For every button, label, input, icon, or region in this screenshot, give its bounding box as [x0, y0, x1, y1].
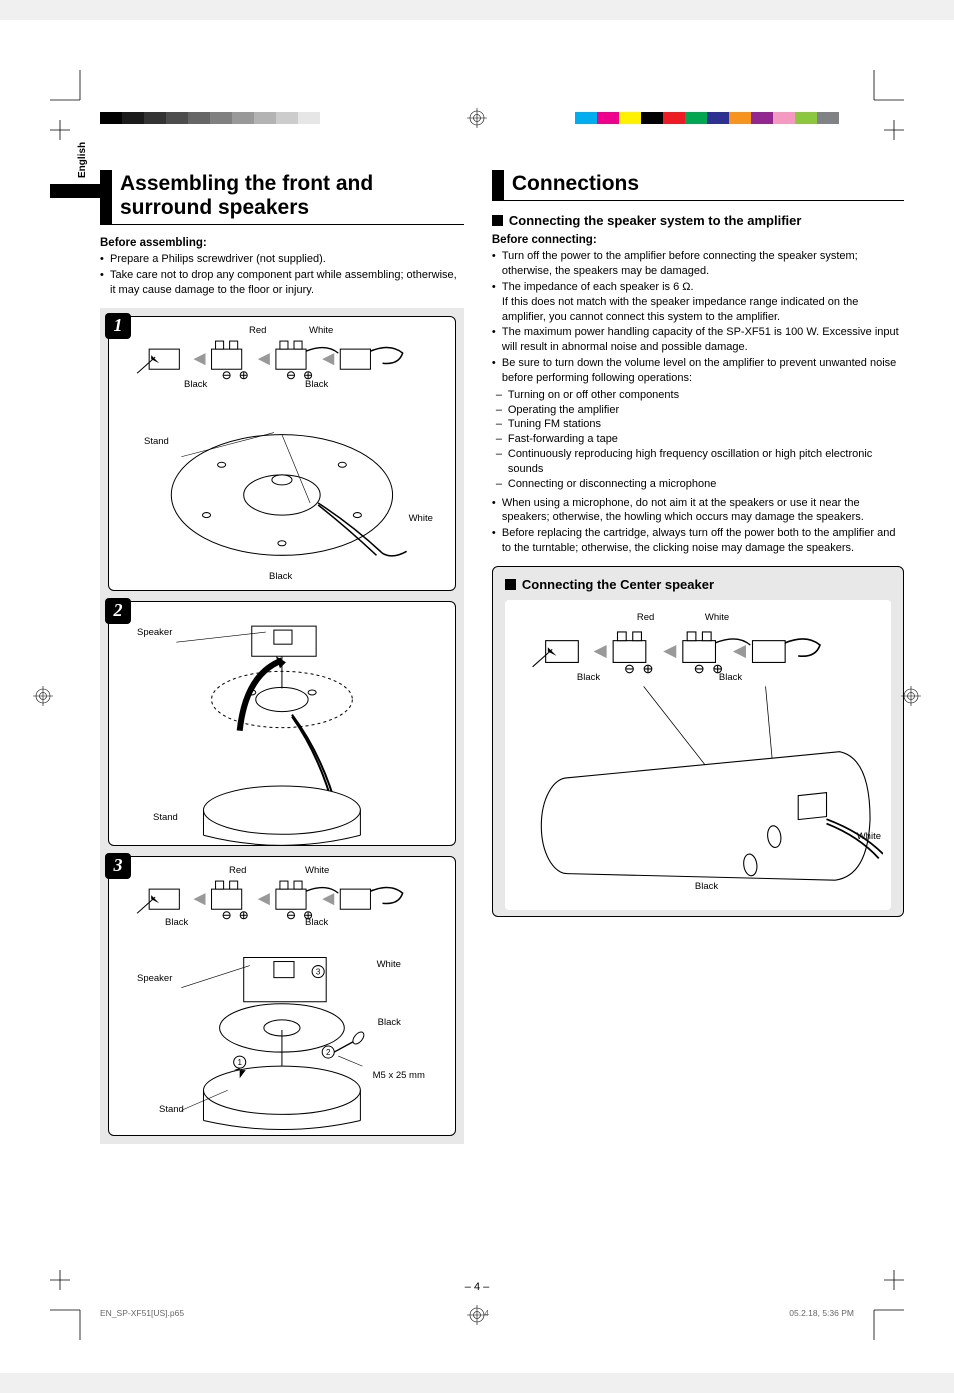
center-speaker-diagram: Red White Black Black White Black [505, 600, 891, 910]
connecting-bullets-after: When using a microphone, do not aim it a… [492, 496, 904, 556]
step-2-number: 2 [105, 598, 131, 624]
page: English Assembling the front and surroun… [0, 20, 954, 1373]
section-header-assembling: Assembling the front and surround speake… [100, 170, 464, 225]
step1-label-black1: Black [184, 379, 207, 390]
step3-label-white2: White [377, 959, 401, 970]
center-label-white: White [705, 612, 729, 623]
subheading-connecting-amp: Connecting the speaker system to the amp… [492, 213, 904, 228]
step3-label-red: Red [229, 865, 246, 876]
color-swatches [575, 112, 839, 124]
step-2-panel: 2 [108, 601, 456, 846]
svg-text:3: 3 [316, 967, 321, 976]
step-1-diagram [121, 329, 443, 591]
connecting-bullets: Turn off the power to the amplifier befo… [492, 249, 904, 386]
center-speaker-box: Connecting the Center speaker [492, 566, 904, 917]
center-label-black3: Black [695, 881, 718, 892]
footer: EN_SP-XF51[US].p65 4 05.2.18, 5:36 PM [100, 1308, 854, 1318]
list-item: The impedance of each speaker is 6 Ω.If … [492, 280, 904, 325]
step1-label-red: Red [249, 325, 266, 336]
left-column: English Assembling the front and surroun… [50, 170, 464, 1144]
list-item: Be sure to turn down the volume level on… [492, 356, 904, 386]
square-bullet-icon [505, 579, 516, 590]
page-number: – 4 – [0, 1281, 954, 1293]
step3-label-black1: Black [165, 917, 188, 928]
section-title-assembling: Assembling the front and surround speake… [120, 172, 464, 220]
subheading-center-speaker: Connecting the Center speaker [505, 577, 891, 592]
list-item: The maximum power handling capacity of t… [492, 325, 904, 355]
center-label-black1: Black [577, 672, 600, 683]
step1-label-white: White [309, 325, 333, 336]
before-assembling-heading: Before assembling: [100, 237, 464, 249]
center-label-black2: Black [719, 672, 742, 683]
step-1-panel: 1 [108, 316, 456, 591]
registration-mark-right [901, 686, 921, 706]
step3-label-black2: Black [305, 917, 328, 928]
step3-label-screw: M5 x 25 mm [373, 1070, 425, 1081]
right-column: Connections Connecting the speaker syste… [492, 170, 904, 1144]
grayscale-ramp [100, 112, 342, 124]
step2-label-speaker: Speaker [137, 627, 172, 638]
step1-label-black3: Black [269, 571, 292, 582]
step3-label-speaker: Speaker [137, 973, 172, 984]
list-item: Operating the amplifier [496, 403, 904, 418]
step-3-number: 3 [105, 853, 131, 879]
before-connecting-heading: Before connecting: [492, 234, 904, 246]
step-2-diagram [121, 614, 443, 845]
list-item: Prepare a Philips screwdriver (not suppl… [100, 252, 464, 267]
list-item: Continuously reproducing high frequency … [496, 447, 904, 477]
language-tab-bar [50, 184, 100, 198]
list-item: Take care not to drop any component part… [100, 268, 464, 298]
step3-label-stand: Stand [159, 1104, 184, 1115]
step3-label-black3: Black [378, 1017, 401, 1028]
language-label: English [77, 142, 88, 178]
step1-label-white2: White [409, 513, 433, 524]
square-bullet-icon [492, 215, 503, 226]
center-label-white2: White [857, 831, 881, 842]
step2-label-stand: Stand [153, 812, 178, 823]
step-3-diagram: 1 2 3 [121, 869, 443, 1136]
list-item: Turn off the power to the amplifier befo… [492, 249, 904, 279]
subheading-text: Connecting the speaker system to the amp… [509, 213, 802, 228]
step-1-number: 1 [105, 313, 131, 339]
list-item: When using a microphone, do not aim it a… [492, 496, 904, 526]
registration-mark-top [467, 108, 487, 128]
footer-file: EN_SP-XF51[US].p65 [100, 1308, 184, 1318]
section-title-connections: Connections [512, 172, 904, 196]
list-item: Connecting or disconnecting a microphone [496, 477, 904, 492]
center-label-red: Red [637, 612, 654, 623]
step3-label-white: White [305, 865, 329, 876]
list-item: Fast-forwarding a tape [496, 432, 904, 447]
step1-label-stand: Stand [144, 436, 169, 447]
list-item: Tuning FM stations [496, 417, 904, 432]
center-heading-text: Connecting the Center speaker [522, 577, 714, 592]
assembly-diagram-frame: 1 [100, 308, 464, 1144]
list-item: Turning on or off other components [496, 388, 904, 403]
footer-sheet: 4 [484, 1308, 489, 1318]
section-header-connections: Connections [492, 170, 904, 201]
step-3-panel: 3 [108, 856, 456, 1136]
step1-label-black2: Black [305, 379, 328, 390]
assembling-bullets: Prepare a Philips screwdriver (not suppl… [100, 252, 464, 298]
footer-timestamp: 05.2.18, 5:36 PM [789, 1308, 854, 1318]
connecting-dash-list: Turning on or off other componentsOperat… [496, 388, 904, 492]
list-item: Before replacing the cartridge, always t… [492, 526, 904, 556]
svg-text:2: 2 [326, 1048, 331, 1057]
svg-text:1: 1 [237, 1058, 242, 1067]
